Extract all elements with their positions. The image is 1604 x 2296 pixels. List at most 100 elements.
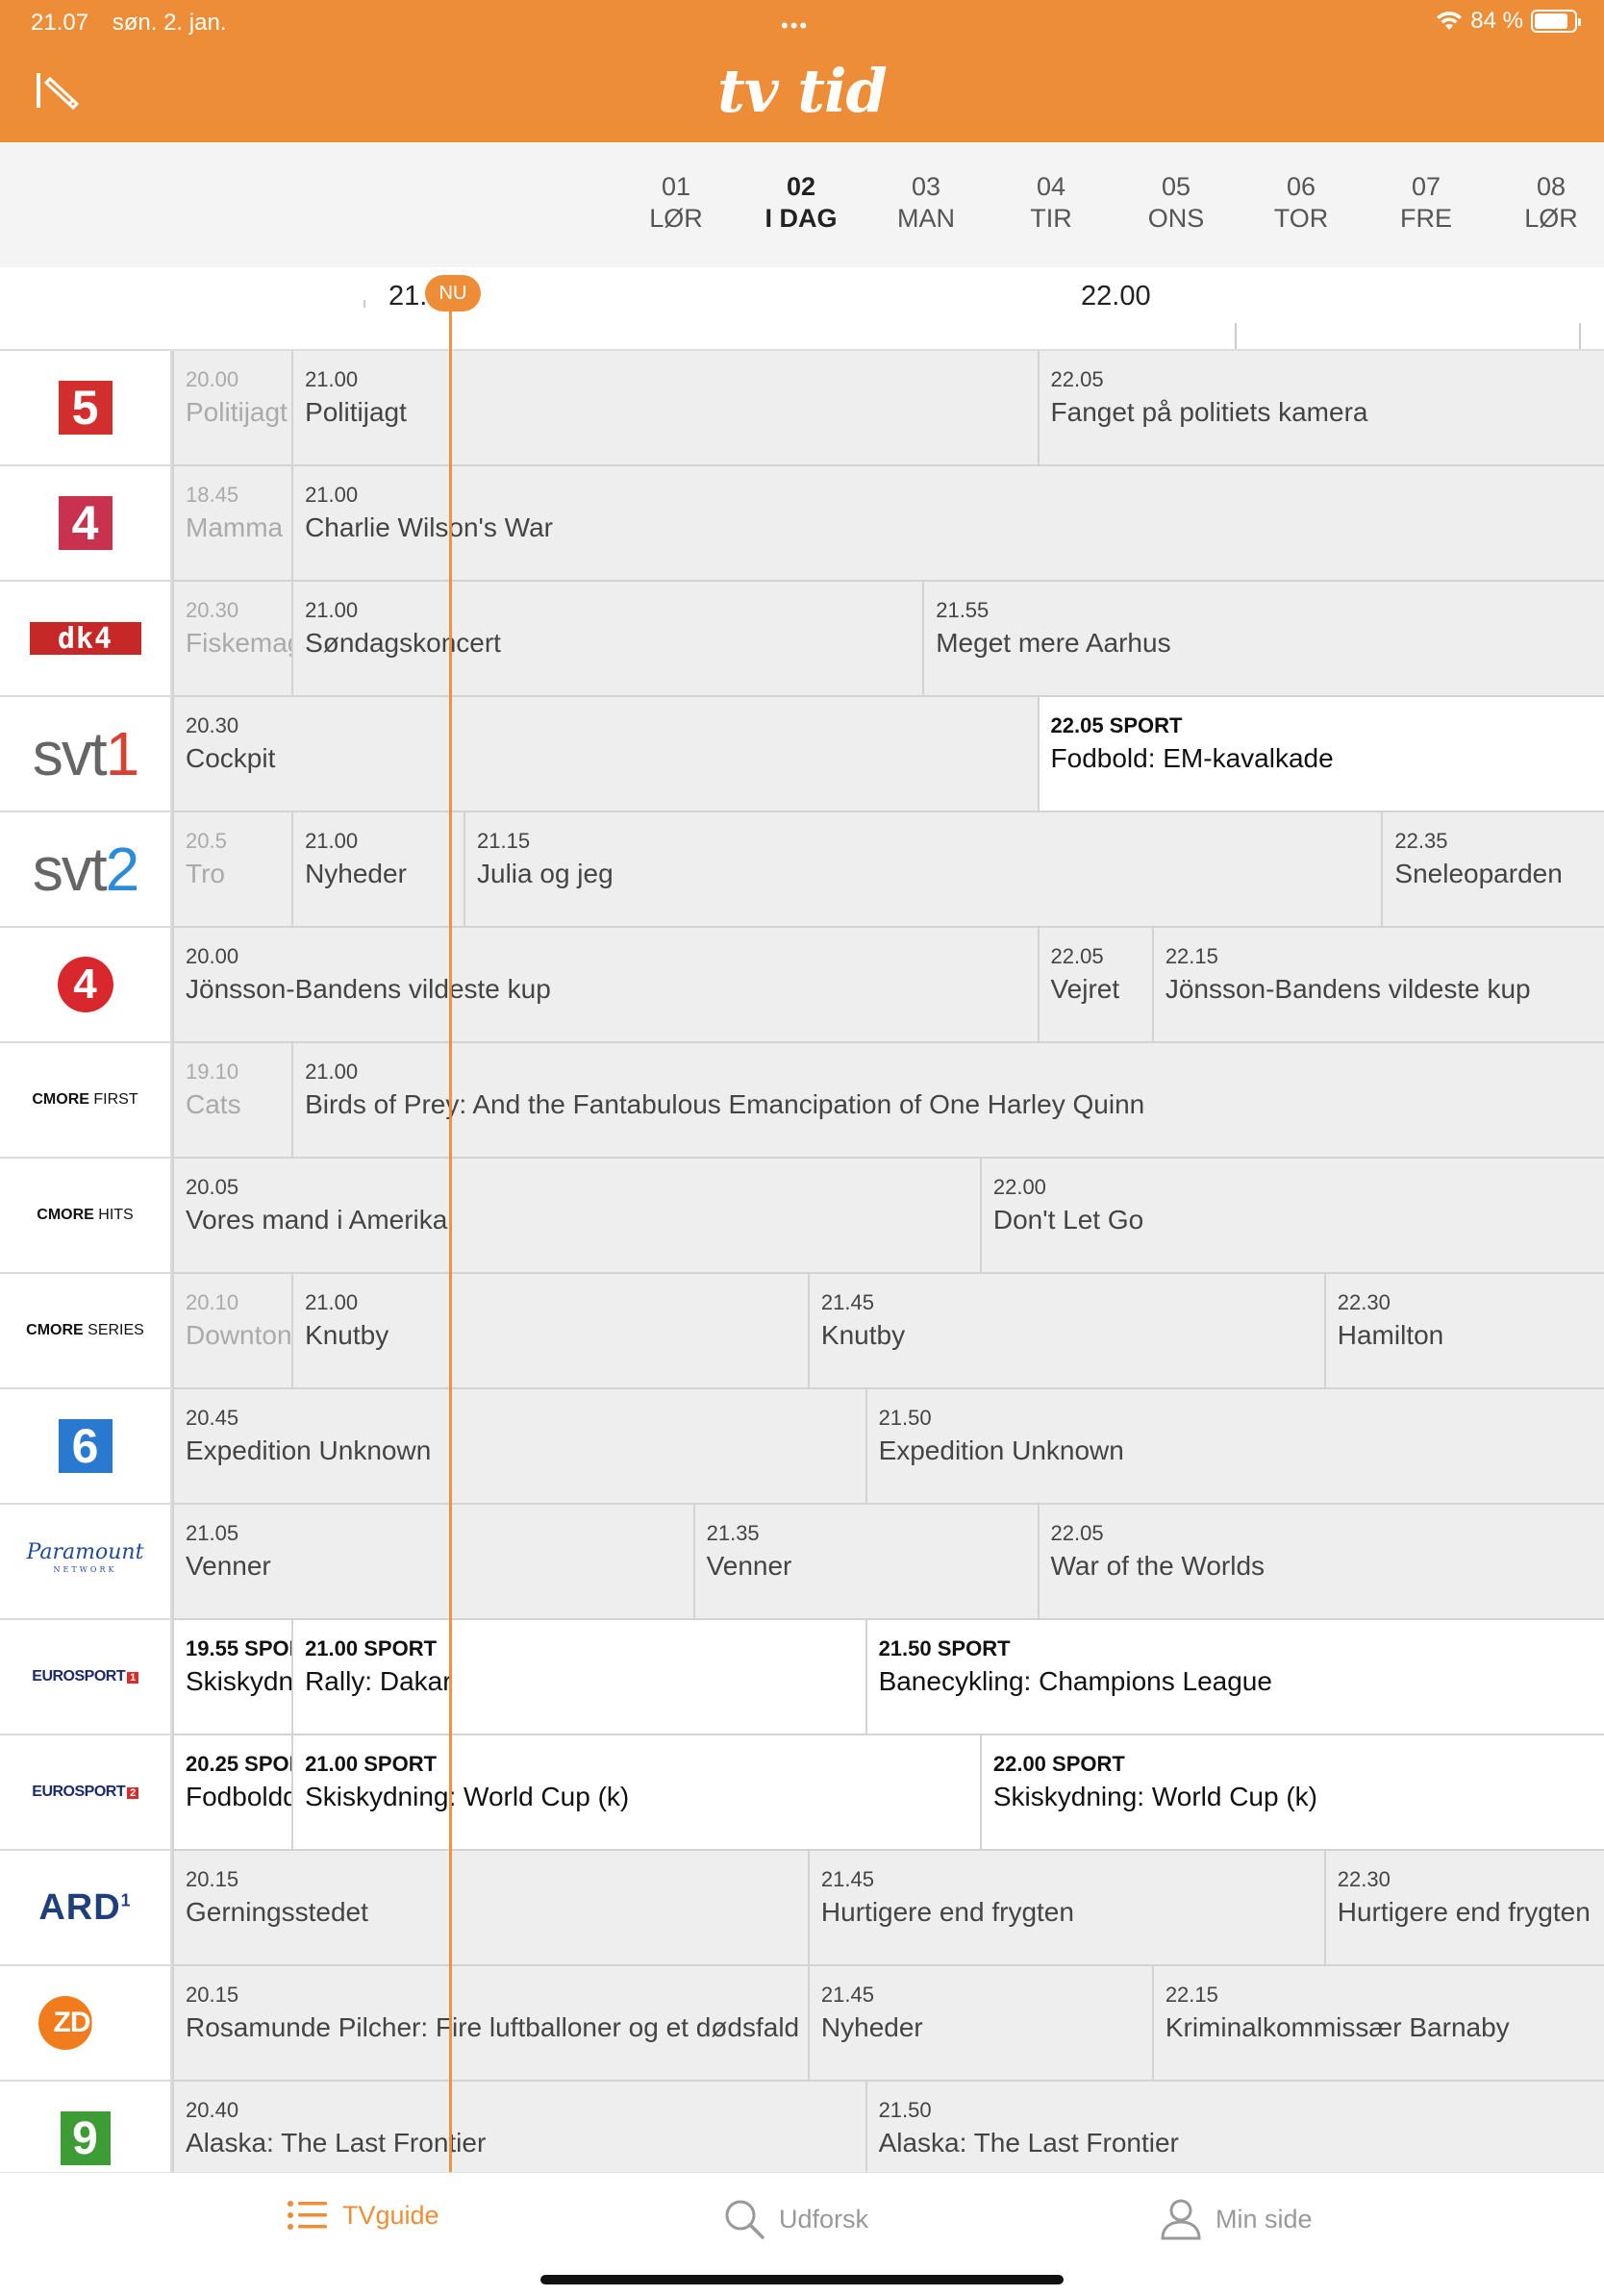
channel-logo-cell[interactable]: svt1 bbox=[0, 697, 172, 812]
program-time: 21.35 bbox=[706, 1521, 760, 1545]
channel-logo-cell[interactable]: CMORE HITS bbox=[0, 1159, 172, 1274]
eurosport-logo: EUROSPORT 2 bbox=[32, 1784, 138, 1801]
program-time: 20.15 bbox=[186, 1983, 239, 2007]
program-cell[interactable]: 22.05 SPORT Fodbold: EM-kavalkade bbox=[1037, 697, 1604, 812]
channel-row-eurosport2: 20.25 SPORT Fodboldquizzen 21.00 SPORT Skis… bbox=[0, 1735, 1604, 1851]
program-cell[interactable]: 20.30 Fiskemagasinet bbox=[172, 582, 292, 697]
channel-row-zdf: 20.15 Rosamunde Pilcher: Fire luftballone… bbox=[0, 1966, 1604, 2082]
program-time: 22.00 SPORT bbox=[992, 1752, 1125, 1776]
edit-channels-icon[interactable] bbox=[35, 69, 81, 115]
program-cell[interactable]: 22.35 Sneleoparden bbox=[1381, 812, 1604, 928]
channel-logo-cell[interactable]: EUROSPORT 1 bbox=[0, 1620, 172, 1735]
tab-min-side[interactable]: Min side bbox=[1160, 2198, 1313, 2240]
program-cell[interactable]: 22.15 Jönsson-Bandens vildeste kup bbox=[1151, 928, 1604, 1043]
home-indicator[interactable] bbox=[540, 2275, 1064, 2284]
program-cell[interactable]: 21.45 Knutby bbox=[807, 1274, 1324, 1389]
day-label: MAN bbox=[897, 204, 955, 233]
program-cell[interactable]: 21.00 Knutby bbox=[291, 1274, 808, 1389]
program-title: Charlie Wilson's War bbox=[305, 512, 553, 542]
program-cell[interactable]: 21.50 Alaska: The Last Frontier bbox=[865, 2082, 1604, 2172]
program-cell[interactable]: 19.10 Cats bbox=[172, 1043, 292, 1159]
tab-udforsk[interactable]: Udforsk bbox=[723, 2198, 868, 2240]
program-cell[interactable]: 21.00 Politijagt bbox=[291, 351, 1038, 466]
program-cell[interactable]: 21.45 Nyheder bbox=[807, 1966, 1152, 2082]
program-cell[interactable]: 20.15 Gerningsstedet bbox=[172, 1851, 808, 1966]
program-cell[interactable]: 20.10 Downton Abbey bbox=[172, 1274, 292, 1389]
timeline-tick bbox=[363, 300, 365, 308]
program-cell[interactable]: 20.15 Rosamunde Pilcher: Fire luftballone… bbox=[172, 1966, 808, 2082]
program-cell[interactable]: 21.05 Venner bbox=[172, 1505, 693, 1620]
channel-logo-cell[interactable]: dk4 bbox=[0, 582, 172, 697]
channel-logo-cell[interactable]: ZDF bbox=[0, 1966, 172, 2082]
program-cell[interactable]: 21.55 Meget mere Aarhus bbox=[922, 582, 1604, 697]
program-cell[interactable]: 20.00 Jönsson-Bandens vildeste kup bbox=[172, 928, 1038, 1043]
day-tab-06[interactable]: 06 TOR bbox=[1248, 171, 1354, 235]
program-cell[interactable]: 22.05 Fanget på politiets kamera bbox=[1037, 351, 1604, 466]
channel-logo-cell[interactable]: Paramount NETWORK bbox=[0, 1505, 172, 1620]
program-title: Expedition Unknown bbox=[878, 1435, 1124, 1465]
channel-logo-cell[interactable]: EUROSPORT 2 bbox=[0, 1735, 172, 1851]
program-cell[interactable]: 20.5 Tro bbox=[172, 812, 292, 928]
dk4-logo: dk4 bbox=[29, 622, 141, 656]
channel-logo-cell[interactable]: ARD1 bbox=[0, 1851, 172, 1966]
program-cell[interactable]: 20.45 Expedition Unknown bbox=[172, 1389, 865, 1505]
channel-logo-cell[interactable]: 9 bbox=[0, 2082, 172, 2172]
program-cell[interactable]: 22.30 Hurtigere end frygten bbox=[1323, 1851, 1604, 1966]
channel-logo-cell[interactable]: svt2 bbox=[0, 812, 172, 928]
program-cell[interactable]: 21.50 SPORT Banecykling: Champions League bbox=[865, 1620, 1604, 1735]
day-tab-05[interactable]: 05 ONS bbox=[1123, 171, 1229, 235]
program-cell[interactable]: 20.25 SPORT Fodboldquizzen bbox=[172, 1735, 292, 1851]
program-time: 22.30 bbox=[1337, 1867, 1391, 1891]
day-number: 02 bbox=[786, 172, 816, 201]
day-tab-04[interactable]: 04 TIR bbox=[998, 171, 1104, 235]
channel-logo-cell[interactable]: 5 bbox=[0, 351, 172, 466]
program-title: Sneleoparden bbox=[1394, 859, 1563, 888]
day-tab-01[interactable]: 01 LØR bbox=[623, 171, 729, 235]
channel-logo-cell[interactable]: CMORE FIRST bbox=[0, 1043, 172, 1159]
program-cell[interactable]: 21.00 Charlie Wilson's War bbox=[291, 466, 1604, 582]
program-title: Venner bbox=[186, 1551, 271, 1581]
day-tab-08[interactable]: 08 LØR bbox=[1498, 171, 1604, 235]
tab-tvguide[interactable]: TVguide bbox=[287, 2198, 439, 2233]
program-cell[interactable]: 21.50 Expedition Unknown bbox=[865, 1389, 1604, 1505]
program-cell[interactable]: 21.45 Hurtigere end frygten bbox=[807, 1851, 1324, 1966]
day-tab-02[interactable]: 02 I DAG bbox=[748, 171, 854, 235]
program-cell[interactable]: 21.00 Birds of Prey: And the Fantabulous … bbox=[291, 1043, 1604, 1159]
program-title: Nyheder bbox=[820, 2012, 923, 2042]
program-cell[interactable]: 22.05 Vejret bbox=[1037, 928, 1152, 1043]
tab-label: TVguide bbox=[342, 2200, 439, 2230]
program-time: 22.00 bbox=[992, 1175, 1046, 1199]
channel-logo-cell[interactable]: 6 bbox=[0, 1389, 172, 1505]
day-tab-03[interactable]: 03 MAN bbox=[873, 171, 979, 235]
channel-logo-cell[interactable]: CMORE SERIES bbox=[0, 1274, 172, 1389]
program-cell[interactable]: 22.05 War of the Worlds bbox=[1037, 1505, 1604, 1620]
program-cell[interactable]: 21.00 SPORT Skiskydning: World Cup (k) bbox=[291, 1735, 980, 1851]
channel-row-cmore-first: 19.10 Cats 21.00 Birds of Prey: And the Fan… bbox=[0, 1043, 1604, 1159]
channel-row-ard: 20.15 Gerningsstedet 21.45 Hurtigere end fr… bbox=[0, 1851, 1604, 1966]
program-cell[interactable]: 21.00 Søndagskoncert bbox=[291, 582, 923, 697]
program-cell[interactable]: 20.30 Cockpit bbox=[172, 697, 1038, 812]
program-time: 22.15 bbox=[1165, 1983, 1218, 2007]
program-cell[interactable]: 20.40 Alaska: The Last Frontier bbox=[172, 2082, 865, 2172]
channel-row-cmore-hits: 20.05 Vores mand i Amerika 22.00 Don't Let … bbox=[0, 1159, 1604, 1274]
program-cell[interactable]: 20.05 Vores mand i Amerika bbox=[172, 1159, 980, 1274]
program-cell[interactable]: 22.15 Kriminalkommissær Barnaby bbox=[1151, 1966, 1604, 2082]
program-title: Birds of Prey: And the Fantabulous Emanc… bbox=[305, 1089, 1145, 1119]
program-title: Banecykling: Champions League bbox=[878, 1666, 1272, 1696]
program-cell[interactable]: 21.35 Venner bbox=[692, 1505, 1038, 1620]
program-cell[interactable]: 20.00 Politijagt bbox=[172, 351, 292, 466]
day-tab-07[interactable]: 07 FRE bbox=[1373, 171, 1479, 235]
program-cell[interactable]: 19.55 SPORT Skiskydning: W bbox=[172, 1620, 292, 1735]
program-cell[interactable]: 22.30 Hamilton bbox=[1323, 1274, 1604, 1389]
program-grid[interactable]: 20.00 Politijagt 21.00 Politijagt 22.05 Fange… bbox=[0, 349, 1604, 2172]
day-label: LØR bbox=[1524, 204, 1578, 233]
program-cell[interactable]: 21.15 Julia og jeg bbox=[464, 812, 1382, 928]
program-cell[interactable]: 18.45 Mamma Mia! H bbox=[172, 466, 292, 582]
channel-logo-cell[interactable]: 4 bbox=[0, 466, 172, 582]
program-cell[interactable]: 21.00 Nyheder bbox=[291, 812, 464, 928]
channel-logo-cell[interactable]: 4 bbox=[0, 928, 172, 1043]
program-cell[interactable]: 21.00 SPORT Rally: Dakar bbox=[291, 1620, 865, 1735]
program-cell[interactable]: 22.00 Don't Let Go bbox=[979, 1159, 1604, 1274]
program-cell[interactable]: 22.00 SPORT Skiskydning: World Cup (k) bbox=[979, 1735, 1604, 1851]
multitask-dots-icon[interactable]: ••• bbox=[781, 13, 810, 37]
